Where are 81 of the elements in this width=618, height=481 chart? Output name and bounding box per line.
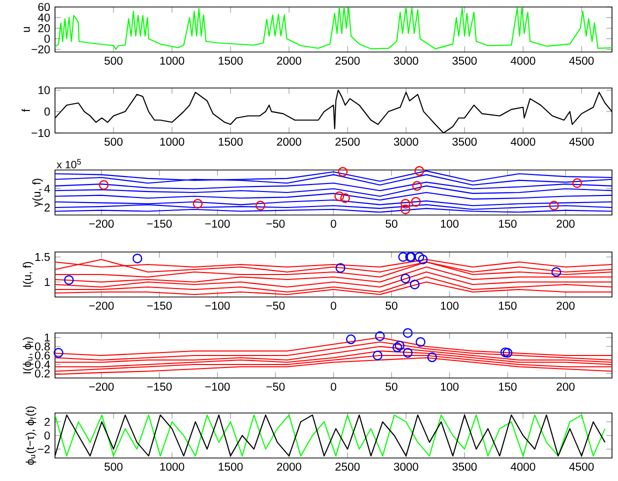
y-tick-label: 1.5 [35,253,50,261]
y-tick-label: 0.8 [34,342,50,350]
x-tick-label: 0 [330,220,336,228]
x-tick-label: −200 [89,302,114,310]
x-tick-label: 100 [440,302,459,310]
x-tick-label: 4500 [569,56,594,65]
x-tick-label: 50 [386,220,398,228]
x-tick-label: −200 [89,220,114,228]
text: x 10$^{5}$ [56,159,81,168]
x-tick-label: 100 [440,220,459,228]
x-tick-label: 3000 [394,56,418,65]
x-tick-label: 3500 [452,138,477,146]
x-tick-label: −200 [89,382,114,391]
y-tick-label: 2 [44,204,50,212]
y-tick-label: 10 [38,86,50,94]
x-tick-label: 500 [104,56,123,65]
y-tick-label: −2 [38,445,50,454]
x-tick-label: 2500 [336,462,360,471]
x-tick-label: 4000 [510,462,536,471]
x-tick-label: −100 [205,382,230,391]
y-tick-label: 40 [38,14,50,22]
y-tick-label: −10 [32,128,50,137]
x-tick-label: 1500 [218,56,243,65]
x-tick-label: 2500 [336,138,360,146]
y-axis-title: u [24,27,30,32]
y-tick-label: 0.4 [34,360,50,368]
y-tick-label: 1 [44,278,50,286]
y-axis-title: I(u, f) [22,262,34,287]
x-tick-label: 0 [330,382,336,391]
y-tick-label: 0.6 [34,351,50,360]
x-tick-label: 200 [556,220,575,228]
y-tick-label: 0.2 [34,369,50,378]
y-axis-title: ϕ$_{u}$(t−τ), ϕ$_{f}$(t) [26,406,36,465]
y-tick-label: 0 [44,108,50,116]
x-tick-label: 1000 [160,462,184,471]
x-tick-label: 0 [330,302,336,310]
x-tick-label: −50 [266,220,285,228]
x-tick-label: 2000 [276,56,302,65]
y-tick-label: 0 [44,431,50,440]
y-tick-label: 0 [44,34,50,43]
x-tick-label: 3500 [452,462,477,471]
x-tick-label: −150 [147,382,172,391]
x-tick-label: −150 [147,302,172,310]
x-tick-label: 3000 [394,138,418,146]
x-tick-label: −100 [205,302,230,310]
x-tick-label: 150 [498,302,517,310]
x-tick-label: 50 [386,382,398,391]
x-tick-label: 150 [498,382,517,391]
x-tick-label: −50 [266,302,285,310]
x-tick-label: 50 [386,302,398,310]
x-tick-label: −150 [147,220,172,228]
x-tick-label: 1000 [160,138,184,146]
x-tick-label: 100 [440,382,459,391]
x-tick-label: 500 [104,462,123,471]
x-tick-label: 200 [556,302,575,310]
x-tick-label: 4000 [510,138,536,146]
x-tick-label: 4500 [569,138,594,146]
y-tick-label: 60 [38,2,50,11]
x-tick-label: 2000 [276,462,302,471]
y-tick-label: 1 [44,334,50,342]
x-tick-label: −50 [266,382,285,391]
x-tick-label: 1500 [218,462,243,471]
y-tick-label: −20 [32,45,50,54]
x-tick-label: 4500 [569,462,594,471]
x-tick-label: 3500 [452,56,477,65]
y-tick-label: 20 [38,24,50,32]
x-tick-label: 4000 [510,56,536,65]
y-axis-title: I(ϕ$_{u}$, ϕ$_{f}$) [22,337,34,374]
x-tick-label: 2000 [276,138,302,146]
x-tick-label: 1500 [218,138,243,146]
y-axis-title: f [22,108,30,112]
x-tick-label: 150 [498,220,517,228]
y-tick-label: 2 [44,418,50,426]
y-tick-label: 4 [44,184,50,193]
x-tick-label: 200 [556,382,575,391]
x-tick-label: 500 [104,138,123,146]
x-tick-label: 1000 [160,56,184,65]
y-axis-title: γ(u, f) [32,178,43,207]
x-tick-label: 2500 [336,56,360,65]
x-tick-label: −100 [205,220,230,228]
x-tick-label: 3000 [394,462,418,471]
